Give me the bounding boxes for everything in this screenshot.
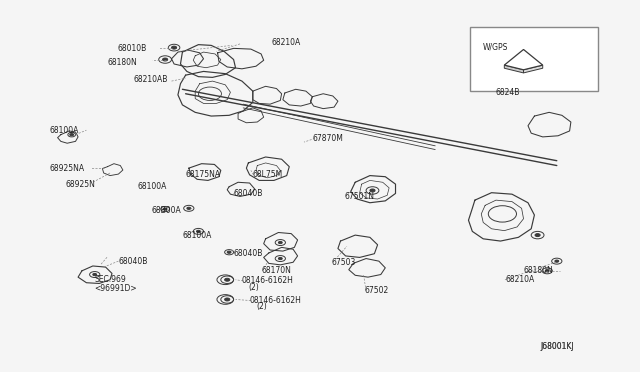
Circle shape	[187, 207, 191, 209]
Text: 68L75M: 68L75M	[253, 170, 283, 179]
Circle shape	[278, 241, 282, 244]
Circle shape	[555, 260, 559, 262]
Polygon shape	[504, 65, 524, 73]
Circle shape	[535, 234, 540, 237]
Text: <96991D>: <96991D>	[95, 284, 138, 293]
Text: J68001KJ: J68001KJ	[541, 342, 575, 351]
Text: 67870M: 67870M	[312, 134, 343, 143]
Circle shape	[70, 134, 74, 136]
Text: 67503: 67503	[332, 258, 356, 267]
Text: (2): (2)	[256, 302, 267, 311]
Text: 08146-6162H: 08146-6162H	[242, 276, 294, 285]
Circle shape	[225, 298, 230, 301]
Circle shape	[278, 257, 282, 260]
Circle shape	[370, 189, 375, 192]
Text: 67502: 67502	[365, 286, 389, 295]
Text: 68925N: 68925N	[66, 180, 96, 189]
Circle shape	[163, 208, 167, 210]
Text: 68210A: 68210A	[506, 275, 535, 284]
Text: 68B00A: 68B00A	[151, 206, 180, 215]
Text: 68210AB: 68210AB	[133, 76, 168, 84]
Circle shape	[225, 278, 230, 281]
Text: 68100A: 68100A	[50, 126, 79, 135]
Text: 08146-6162H: 08146-6162H	[250, 296, 301, 305]
Polygon shape	[524, 65, 543, 73]
Text: 68180N: 68180N	[524, 266, 553, 275]
Text: SEC.969: SEC.969	[95, 275, 127, 284]
Text: 67501N: 67501N	[344, 192, 374, 201]
Text: W/GPS: W/GPS	[483, 42, 509, 51]
Circle shape	[545, 270, 549, 272]
Text: J68001KJ: J68001KJ	[541, 342, 575, 351]
Circle shape	[227, 251, 231, 253]
Text: 6824B: 6824B	[495, 88, 520, 97]
Text: 68170N: 68170N	[261, 266, 291, 275]
Text: 68100A: 68100A	[182, 231, 212, 240]
Text: 68210A: 68210A	[272, 38, 301, 47]
Circle shape	[163, 58, 168, 61]
Circle shape	[196, 230, 200, 232]
Circle shape	[172, 46, 177, 49]
Text: 68175NA: 68175NA	[186, 170, 221, 179]
Text: 68100A: 68100A	[138, 182, 167, 191]
Text: 68040B: 68040B	[234, 249, 263, 258]
Bar	[470, 27, 598, 91]
Circle shape	[93, 273, 97, 276]
Text: 68180N: 68180N	[108, 58, 138, 67]
Text: 68040B: 68040B	[118, 257, 148, 266]
Text: 68010B: 68010B	[118, 44, 147, 53]
Text: (2): (2)	[248, 283, 259, 292]
Polygon shape	[504, 49, 543, 70]
Text: 68925NA: 68925NA	[50, 164, 85, 173]
Text: 68040B: 68040B	[234, 189, 263, 198]
